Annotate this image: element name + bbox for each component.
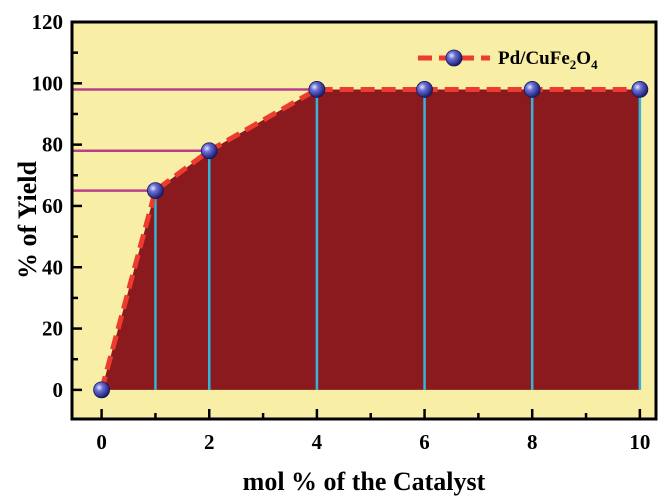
x-tick-label-8: 8 (527, 430, 538, 454)
data-point-x6 (416, 81, 433, 98)
data-point-x8 (523, 81, 541, 98)
data-point-x1 (147, 182, 164, 200)
y-tick-label-40: 40 (42, 255, 63, 279)
y-tick-label-0: 0 (53, 378, 64, 402)
y-tick-label-120: 120 (32, 10, 64, 34)
data-point-x2 (200, 142, 218, 160)
data-point-x0 (93, 381, 111, 399)
y-tick-label-60: 60 (42, 194, 63, 218)
y-tick-label-80: 80 (42, 133, 63, 157)
y-tick-label-100: 100 (32, 71, 64, 95)
legend-label: Pd/CuFe2O4 (498, 48, 598, 72)
x-tick-label-10: 10 (629, 430, 650, 454)
x-axis-title: mol % of the Catalyst (243, 467, 486, 496)
data-point-x4 (308, 81, 326, 98)
legend: Pd/CuFe2O4 (418, 48, 598, 72)
data-point-x10 (631, 81, 649, 98)
area-fill (101, 89, 640, 390)
y-tick-label-20: 20 (42, 317, 63, 341)
x-tick-label-4: 4 (312, 430, 323, 454)
x-tick-label-6: 6 (419, 430, 430, 454)
y-axis-title: % of Yield (13, 160, 42, 278)
x-tick-label-2: 2 (204, 430, 215, 454)
x-tick-label-0: 0 (96, 430, 107, 454)
legend-marker (445, 49, 463, 67)
plot-frame (70, 20, 658, 421)
